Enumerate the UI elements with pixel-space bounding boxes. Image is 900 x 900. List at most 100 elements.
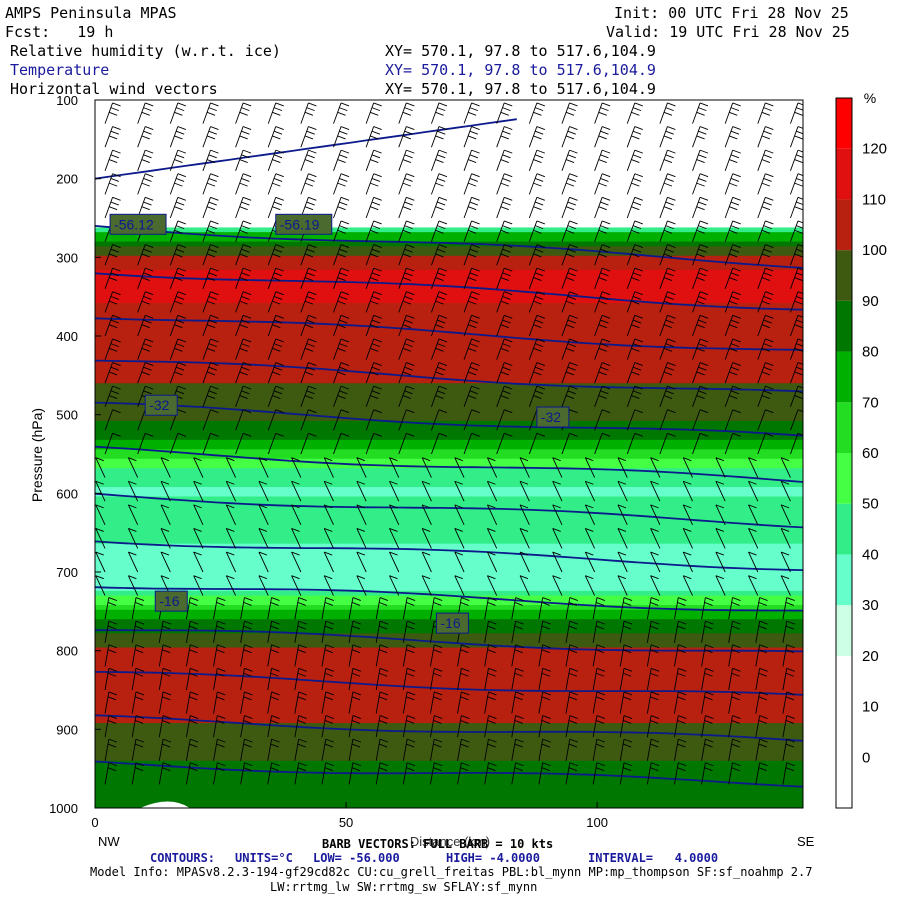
- wind-barb: [755, 739, 761, 761]
- wind-barb-flag: [402, 277, 412, 281]
- wind-barb-flag: [241, 225, 250, 230]
- wind-barb-flag: [565, 253, 575, 258]
- wind-barb: [565, 597, 571, 620]
- wind-barb-flag: [373, 149, 382, 154]
- wind-barb-flag: [471, 126, 480, 130]
- wind-barb-flag: [239, 182, 248, 187]
- wind-barb-flag: [705, 691, 714, 696]
- rh-band: [95, 675, 803, 682]
- wind-barb-flag: [598, 182, 607, 187]
- wind-barb-flag: [174, 371, 183, 376]
- wind-barb: [213, 691, 218, 714]
- wind-barb: [715, 481, 726, 502]
- rh-band: [95, 203, 803, 210]
- wind-barb: [402, 762, 408, 785]
- wind-barb-flag: [272, 135, 281, 140]
- wind-barb-flag: [339, 201, 348, 206]
- wind-barb-flag: [763, 296, 772, 300]
- wind-barb: [782, 739, 788, 761]
- wind-barb-flag: [306, 366, 315, 371]
- wind-barb-flag: [598, 253, 607, 258]
- wind-barb-flag: [242, 409, 252, 414]
- wind-barb-flag: [471, 149, 480, 154]
- wind-barb-flag: [177, 291, 187, 296]
- wind-barb-flag: [404, 366, 413, 371]
- wind-barb-flag: [128, 528, 137, 532]
- wind-barb: [682, 457, 693, 478]
- wind-barb: [158, 668, 164, 691]
- wind-barb-flag: [469, 319, 479, 324]
- wind-barb-flag: [797, 291, 803, 295]
- wind-barb: [496, 173, 505, 195]
- wind-barb: [626, 197, 636, 219]
- wind-barb-flag: [568, 672, 578, 677]
- wind-barb: [782, 644, 788, 667]
- wind-barb-flag: [696, 347, 705, 352]
- wind-barb-flag: [107, 696, 117, 701]
- wind-barb-flag: [370, 253, 379, 258]
- wind-barb: [674, 621, 679, 643]
- wind-barb-flag: [596, 691, 606, 696]
- wind-barb: [790, 362, 799, 384]
- wind-barb-flag: [617, 528, 627, 532]
- wind-barb-flag: [291, 575, 300, 580]
- wind-barb-flag: [585, 575, 594, 580]
- wind-barb-flag: [761, 300, 771, 305]
- wind-barb: [235, 362, 244, 384]
- wind-barb-flag: [469, 178, 479, 182]
- wind-barb-flag: [797, 102, 803, 106]
- wind-barb-flag: [324, 504, 333, 509]
- wind-barb-flag: [242, 149, 252, 154]
- wind-barb: [104, 691, 110, 714]
- wind-barb-flag: [617, 551, 627, 556]
- wind-barb-flag: [244, 691, 253, 696]
- wind-barb: [594, 362, 603, 384]
- wind-barb-flag: [162, 644, 172, 649]
- wind-barb: [755, 597, 761, 620]
- wind-barb-flag: [108, 324, 118, 329]
- wind-barb-flag: [273, 296, 283, 300]
- wind-barb-flag: [208, 225, 217, 230]
- wind-barb-flag: [378, 767, 388, 772]
- wind-barb: [692, 385, 701, 407]
- wind-barb-flag: [794, 135, 803, 140]
- wind-barb-flag: [273, 272, 283, 277]
- contour-label-box: [536, 406, 570, 428]
- wind-barb-flag: [378, 672, 388, 677]
- wind-barb-flag: [504, 102, 513, 107]
- wind-barb-flag: [715, 551, 725, 556]
- wind-barb-flag: [406, 649, 415, 654]
- wind-barb-flag: [175, 390, 185, 395]
- wind-barb: [294, 715, 300, 738]
- wind-barb: [365, 126, 375, 148]
- wind-barb: [528, 338, 538, 360]
- wind-barb-flag: [208, 178, 217, 182]
- wind-barb: [169, 220, 179, 242]
- wind-barb-flag: [763, 154, 772, 159]
- wind-barb: [365, 267, 375, 289]
- wind-barb-flag: [758, 672, 767, 677]
- wind-barb-flag: [596, 597, 606, 601]
- wind-barb-flag: [471, 196, 480, 201]
- wind-barb-flag: [107, 602, 117, 606]
- wind-barb-flag: [460, 672, 469, 677]
- wind-barb: [267, 433, 277, 455]
- model-info-2: LW:rrtmg_lw SW:rrtmg_sw SFLAY:sf_mynn: [270, 880, 538, 894]
- wind-barb-flag: [306, 272, 315, 277]
- wind-barb-flag: [565, 277, 575, 281]
- wind-barb-flag: [502, 343, 511, 348]
- wind-barb: [235, 385, 244, 407]
- wind-barb-flag: [162, 620, 172, 625]
- wind-barb: [565, 621, 571, 643]
- wind-barb: [300, 291, 309, 313]
- rh-band: [95, 194, 803, 200]
- wind-barb-flag: [373, 338, 382, 343]
- colorbar-label: 80: [862, 344, 879, 361]
- wind-barb-flag: [297, 743, 306, 748]
- wind-barb: [321, 691, 327, 714]
- wind-barb: [137, 267, 146, 289]
- wind-barb: [496, 409, 505, 431]
- rh-band: [95, 321, 803, 328]
- wind-barb-flag: [208, 248, 217, 253]
- wind-barb: [300, 338, 309, 360]
